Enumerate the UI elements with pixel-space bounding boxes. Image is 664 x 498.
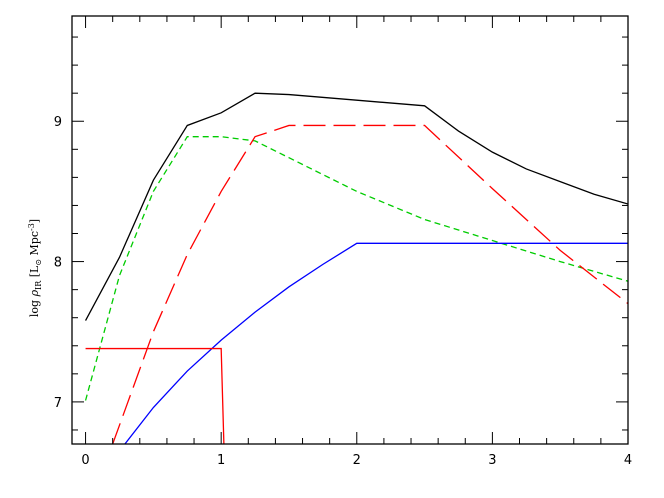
y-tick-label: 9 bbox=[54, 115, 62, 130]
tick-labels-layer: 0 1 2 3 4 7 8 9 bbox=[54, 115, 632, 468]
y-axis-label-sup: -3 bbox=[27, 223, 36, 231]
series-line-5 bbox=[85, 347, 225, 444]
series-line-4 bbox=[124, 242, 628, 444]
series-line-2 bbox=[84, 136, 628, 401]
y-tick-label: 8 bbox=[54, 256, 62, 271]
y-axis-label-close: ] bbox=[28, 219, 41, 223]
y-axis-label-sub: IR bbox=[34, 280, 43, 290]
x-tick-label: 3 bbox=[488, 453, 496, 468]
y-axis-label: log ρIR [L⊙ Mpc-3] bbox=[27, 219, 43, 317]
y-axis-label-sun: ⊙ bbox=[34, 259, 43, 266]
series-layer bbox=[84, 92, 628, 444]
y-axis-label-open: [L bbox=[28, 265, 41, 281]
y-axis-label-prefix: log bbox=[28, 296, 41, 317]
ticks-layer bbox=[72, 16, 629, 444]
plot-frame bbox=[71, 15, 629, 445]
series-line-1 bbox=[84, 92, 628, 321]
x-tick-label: 0 bbox=[81, 453, 89, 468]
y-axis-label-rho: ρ bbox=[28, 289, 41, 297]
x-tick-label: 2 bbox=[353, 453, 361, 468]
y-tick-label: 7 bbox=[54, 396, 62, 411]
x-tick-label: 4 bbox=[624, 453, 632, 468]
x-tick-label: 1 bbox=[217, 453, 225, 468]
series-line-3 bbox=[112, 124, 628, 444]
y-axis-label-mid: Mpc bbox=[28, 231, 41, 259]
